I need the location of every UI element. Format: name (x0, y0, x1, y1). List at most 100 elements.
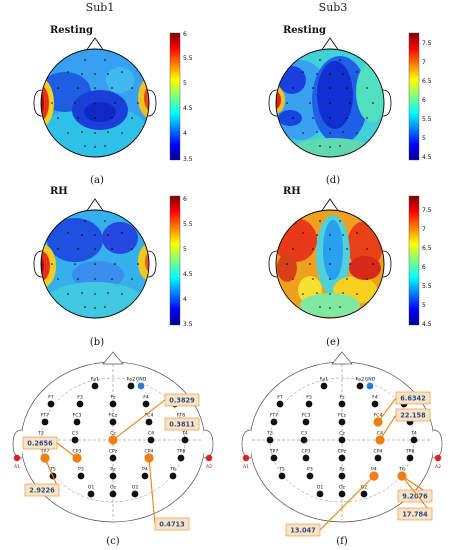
colorbar-tick: 6 (422, 97, 426, 104)
leader-line (112, 399, 166, 441)
electrode-oz: Oz (338, 485, 346, 498)
value-callout: 2.9226 (24, 457, 60, 497)
electrode-label: C3 (72, 431, 78, 437)
electrode-label: TP7 (40, 449, 50, 455)
colorbar-ticks: 7.5 7 6.5 6 5.5 5 4.5 (422, 40, 432, 161)
electrode-label: FC3 (302, 413, 311, 419)
electrode-o2: O2 (360, 485, 368, 498)
condition-label: RH (50, 186, 68, 197)
ground-label: GND (365, 377, 376, 383)
electrode-ft7: FT7 (270, 413, 278, 426)
colorbar-ticks: 6 5.5 5 4.5 4 3.5 (183, 31, 193, 163)
electrode-label: FT8 (177, 413, 185, 419)
electrode-dot (300, 436, 308, 444)
electrode-dot (109, 490, 117, 498)
electrode-label: CP3 (302, 449, 311, 455)
electrode-dot (320, 382, 328, 390)
ground-electrode (366, 382, 374, 390)
reference-electrode-left (13, 454, 21, 462)
electrode-tp8: TP8 (405, 449, 414, 462)
electrode-f4: F4 (371, 395, 379, 408)
electrode-dot (338, 472, 346, 480)
electrode-label: CP4 (374, 449, 383, 455)
colorbar-tick: 7.5 (422, 40, 432, 47)
electrode-dots (286, 59, 374, 148)
electrode-c3: C3 (71, 431, 79, 444)
electrode-t6: T6 (169, 467, 177, 480)
value-text: 22.158 (400, 412, 426, 420)
electrode-label: F4 (143, 395, 149, 401)
electrode-label: Oz (339, 485, 346, 491)
electrode-label: CPz (338, 449, 347, 455)
electrode-dot (91, 382, 99, 390)
electrode-label: O2 (132, 485, 139, 491)
electrode-fp1: Fp1 (320, 377, 328, 390)
colorbar-tick: 5 (183, 80, 187, 87)
left-ear-shape (268, 250, 278, 278)
panel-label: (f) (336, 536, 348, 547)
electrode-dot (266, 436, 274, 444)
electrode-o1: O1 (316, 485, 324, 498)
value-callout: 22.158 (379, 408, 431, 441)
electrode-dot (77, 472, 85, 480)
reference-electrode-left (242, 454, 250, 462)
electrode-label: FT7 (41, 413, 49, 419)
electrode-fc4: FC4 (373, 413, 383, 427)
electrode-dot (356, 382, 364, 390)
electrode-cz: Cz (338, 431, 346, 444)
left-ear-shape (241, 429, 252, 459)
electrode-fc4: FC4 (145, 413, 153, 426)
electrode-label: F3 (77, 395, 83, 401)
value-box (24, 483, 60, 497)
electrode-dot (338, 436, 346, 444)
electrode-label: F4 (372, 395, 378, 401)
electrode-dot (109, 472, 117, 480)
electrode-dot (306, 472, 314, 480)
electrode-label: T3 (266, 431, 273, 437)
value-text: 0.2656 (27, 440, 53, 448)
reference-label-right: A2 (435, 464, 441, 470)
electrode-dot (127, 382, 135, 390)
colorbar-tick: 4 (183, 130, 187, 137)
value-text: 17.784 (402, 511, 428, 519)
electrode-c3: C3 (300, 431, 308, 444)
electrode-ft7: FT7 (41, 413, 49, 426)
colorbar-tick: 5.5 (422, 283, 432, 290)
electrode-label: FCz (338, 413, 347, 419)
electrode-label: TP8 (176, 449, 186, 455)
electrode-t3: T3 (266, 431, 274, 444)
electrode-dot (71, 436, 79, 444)
value-box (22, 436, 58, 450)
electrode-label: T6 (169, 467, 176, 473)
electrode-f7: F7 (47, 395, 55, 408)
electrode-c4: C4 (375, 431, 385, 445)
electrode-p3: P3 (306, 467, 314, 480)
electrode-label: TP7 (269, 449, 279, 455)
value-callout: 17.784 (397, 475, 433, 521)
topomap-d: Resting 7.5 7 (268, 25, 432, 186)
electrode-label: T5 (49, 467, 56, 473)
colorbar (169, 32, 181, 161)
condition-label: Resting (283, 25, 326, 36)
electrode-dot (338, 418, 346, 426)
electrode-cpz: CPz (109, 449, 118, 462)
colorbar-tick: 7.5 (422, 207, 432, 214)
electrode-fz: Fz (109, 395, 117, 408)
leader-line (379, 414, 397, 441)
value-box (397, 507, 433, 521)
colorbar-tick: 5 (183, 246, 187, 253)
electrode-dot (177, 454, 185, 462)
electrode-dot (302, 454, 310, 462)
electrode-label: T4 (181, 431, 188, 437)
reference-label-left: A1 (243, 464, 249, 470)
electrode-cpz: CPz (338, 449, 347, 462)
colorbar-tick: 4.5 (183, 271, 193, 278)
electrode-dot (76, 400, 84, 408)
reference-label-right: A2 (206, 464, 212, 470)
electrode-dot (270, 418, 278, 426)
electrode-t5: T5 (49, 467, 57, 480)
electrode-oz: Oz (109, 485, 117, 498)
electrode-dot (41, 418, 49, 426)
value-callout: 13.047 (285, 475, 375, 537)
electrode-label: Fp2 (356, 377, 365, 383)
